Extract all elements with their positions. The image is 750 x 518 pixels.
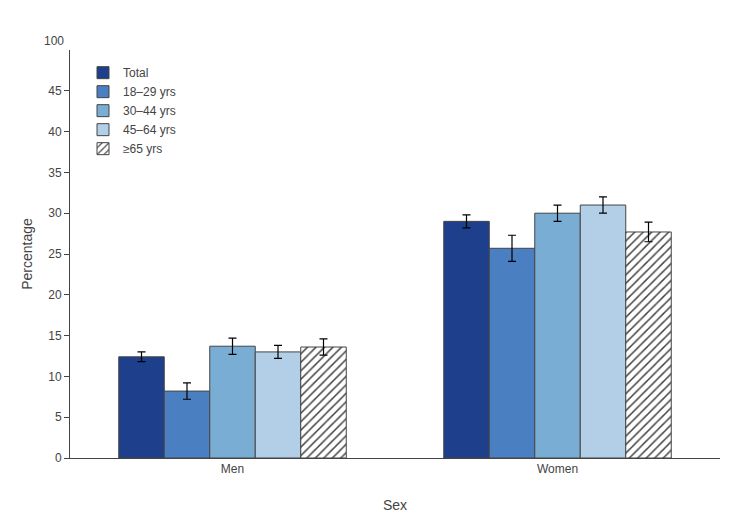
svg-text:Women: Women bbox=[537, 462, 578, 476]
svg-text:35: 35 bbox=[48, 166, 62, 180]
svg-text:Total: Total bbox=[123, 66, 148, 80]
svg-text:0: 0 bbox=[55, 451, 62, 465]
svg-text:100: 100 bbox=[44, 34, 64, 48]
svg-text:≥65 yrs: ≥65 yrs bbox=[123, 142, 162, 156]
svg-text:25: 25 bbox=[48, 247, 62, 261]
svg-text:30: 30 bbox=[48, 206, 62, 220]
svg-text:18–29 yrs: 18–29 yrs bbox=[123, 85, 176, 99]
svg-text:15: 15 bbox=[48, 329, 62, 343]
svg-text:Sex: Sex bbox=[383, 497, 407, 513]
svg-text:40: 40 bbox=[48, 125, 62, 139]
svg-text:45–64 yrs: 45–64 yrs bbox=[123, 123, 176, 137]
svg-text:45: 45 bbox=[48, 84, 62, 98]
svg-text:Men: Men bbox=[221, 462, 244, 476]
svg-text:30–44 yrs: 30–44 yrs bbox=[123, 104, 176, 118]
svg-text:10: 10 bbox=[48, 370, 62, 384]
svg-text:5: 5 bbox=[55, 410, 62, 424]
svg-text:20: 20 bbox=[48, 288, 62, 302]
svg-text:Percentage: Percentage bbox=[19, 218, 35, 290]
